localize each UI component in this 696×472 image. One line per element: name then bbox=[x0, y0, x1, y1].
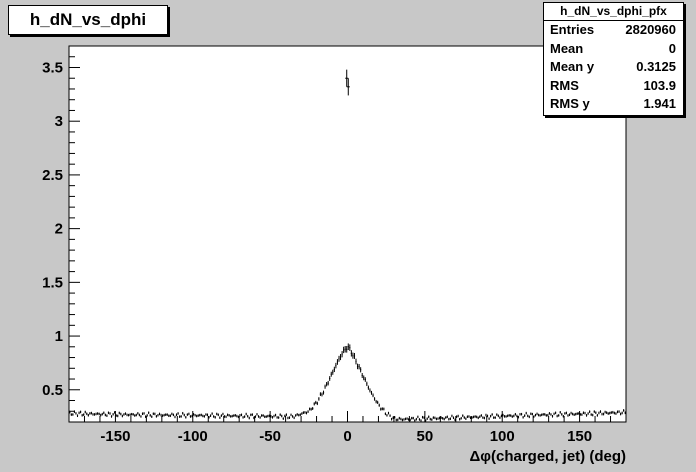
y-tick-label: 3.5 bbox=[42, 59, 63, 76]
stats-row-rms-y: RMS y 1.941 bbox=[544, 95, 683, 114]
stats-row-rms: RMS 103.9 bbox=[544, 77, 683, 96]
x-tick-label: -50 bbox=[259, 428, 281, 445]
stats-label: Mean bbox=[550, 40, 584, 56]
stats-label: RMS y bbox=[550, 96, 590, 112]
stats-value: 2820960 bbox=[625, 22, 676, 37]
y-tick-label: 1.5 bbox=[42, 274, 63, 291]
x-tick-label: 0 bbox=[343, 428, 351, 445]
stats-row-mean-y: Mean y 0.3125 bbox=[544, 58, 683, 77]
y-tick-label: 1 bbox=[55, 328, 63, 345]
x-tick-label: 50 bbox=[417, 428, 434, 445]
stats-label: Entries bbox=[550, 22, 595, 37]
data-markers bbox=[69, 69, 626, 422]
stats-value: 0 bbox=[668, 40, 676, 56]
stats-value: 1.941 bbox=[643, 96, 676, 112]
stats-row-mean: Mean 0 bbox=[544, 40, 683, 59]
stats-box: h_dN_vs_dphi_pfx Entries 2820960 Mean 0 … bbox=[543, 2, 684, 116]
stats-label: Mean y bbox=[550, 59, 595, 75]
y-tick-label: 2.5 bbox=[42, 167, 63, 184]
x-tick-label: -100 bbox=[178, 428, 208, 445]
axis-ticks: -150 -100 -50 0 50 100 150 0.5 1 1.5 2 2.5 3 3.5 bbox=[42, 45, 627, 445]
x-tick-label: 100 bbox=[490, 428, 515, 445]
stats-label: RMS bbox=[550, 77, 579, 93]
x-tick-label: 150 bbox=[567, 428, 592, 445]
stats-title: h_dN_vs_dphi_pfx bbox=[544, 3, 683, 21]
stats-row-entries: Entries 2820960 bbox=[544, 21, 683, 40]
x-tick-label: -150 bbox=[100, 428, 130, 445]
y-tick-label: 3 bbox=[55, 113, 63, 130]
stats-value: 0.3125 bbox=[636, 59, 676, 75]
stats-value: 103.9 bbox=[643, 77, 676, 93]
y-tick-label: 2 bbox=[55, 221, 63, 238]
y-tick-label: 0.5 bbox=[42, 382, 63, 399]
histogram-title: h_dN_vs_dphi bbox=[8, 5, 168, 35]
plot-frame bbox=[68, 45, 627, 423]
x-axis-title: Δφ(charged, jet) (deg) bbox=[469, 448, 626, 465]
